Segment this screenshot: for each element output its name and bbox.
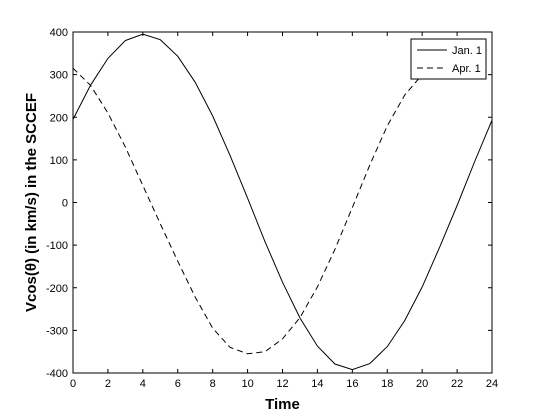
x-tick-label: 0: [70, 378, 76, 390]
y-tick-label: 100: [50, 155, 68, 167]
y-tick-label: 300: [50, 70, 68, 82]
axis-ticks: 0 2 4 6 8 10 12 14 16 18 20 22 24-400-300-200-100010…: [46, 27, 498, 390]
x-tick-label: 6: [175, 378, 181, 390]
legend-label-jan: Jan. 1: [452, 45, 482, 57]
y-tick-label: -400: [46, 368, 68, 380]
x-tick-label: 4: [140, 378, 146, 390]
x-tick-label: 24: [486, 378, 498, 390]
y-tick-label: 200: [50, 112, 68, 124]
x-tick-label: 20: [416, 378, 428, 390]
plot-area: [72, 31, 493, 374]
x-tick-label: 16: [346, 378, 358, 390]
x-tick-label: 14: [311, 378, 323, 390]
y-tick-label: -300: [46, 325, 68, 337]
y-tick-label: -200: [46, 283, 68, 295]
legend-label-apr: Apr. 1: [452, 63, 481, 75]
y-tick-label: 400: [50, 27, 68, 39]
x-tick-label: 8: [210, 378, 216, 390]
series-line-1: [72, 67, 423, 355]
x-tick-label: 12: [276, 378, 288, 390]
x-tick-label: 10: [241, 378, 253, 390]
x-tick-label: 18: [381, 378, 393, 390]
legend: Jan. 1 Apr. 1: [410, 38, 487, 80]
x-tick-label: 2: [105, 378, 111, 390]
series-lines: [72, 33, 493, 371]
legend-box: [410, 38, 487, 80]
y-axis-title: Vcos(θ) (in km/s) in the SCCEF: [23, 93, 40, 312]
x-tick-label: 22: [451, 378, 463, 390]
x-axis-title: Time: [265, 396, 300, 413]
y-tick-label: 0: [62, 198, 68, 210]
series-line-0: [72, 33, 493, 371]
y-tick-label: -100: [46, 240, 68, 252]
